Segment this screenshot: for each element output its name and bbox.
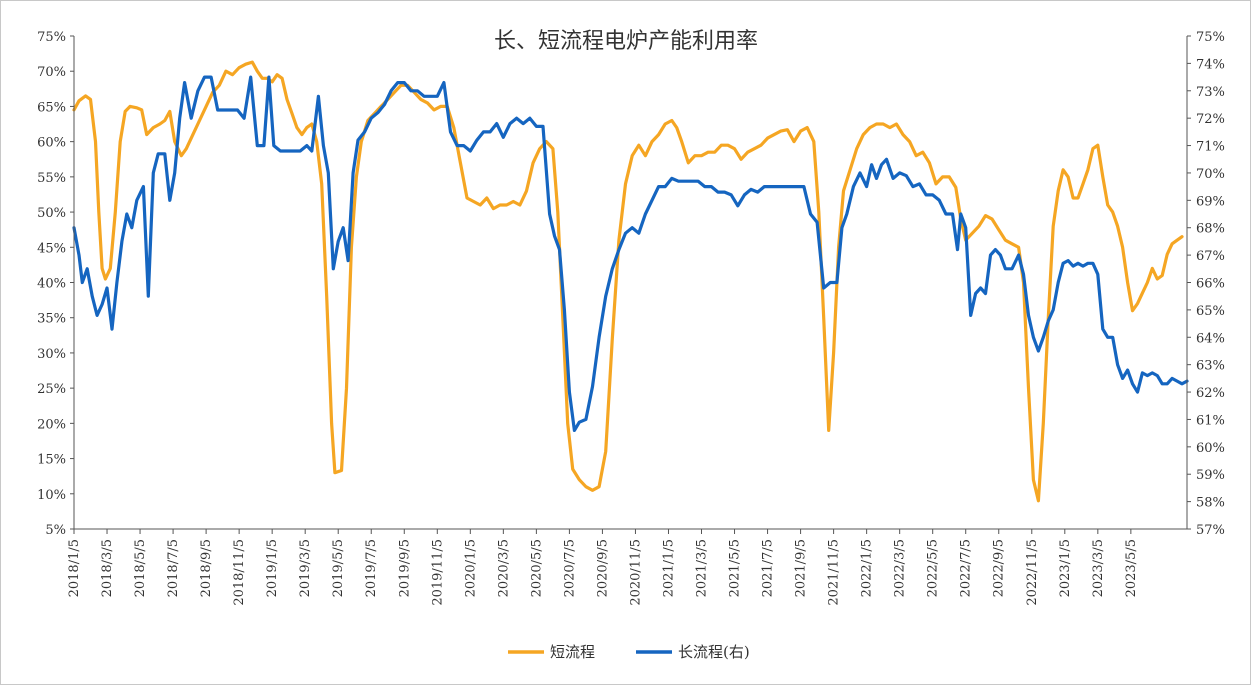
- right-tick-label: 66%: [1196, 277, 1225, 292]
- x-tick-label: 2019/9/5: [397, 539, 412, 597]
- x-tick-label: 2022/9/5: [992, 539, 1007, 597]
- x-tick-label: 2022/11/5: [1025, 539, 1040, 606]
- right-tick-label: 70%: [1196, 167, 1225, 182]
- series-line-long-process: [72, 75, 1189, 432]
- right-tick-label: 63%: [1196, 359, 1225, 374]
- x-tick-label: 2021/11/5: [827, 539, 842, 606]
- x-tick-label: 2020/1/5: [463, 539, 478, 597]
- right-tick-label: 74%: [1196, 57, 1225, 72]
- left-tick-label: 30%: [37, 347, 66, 362]
- chart-title: 长、短流程电炉产能利用率: [494, 29, 758, 54]
- right-tick-label: 72%: [1196, 112, 1225, 127]
- left-tick-label: 70%: [37, 65, 66, 80]
- left-tick-label: 50%: [37, 206, 66, 221]
- x-tick-label: 2022/1/5: [860, 539, 875, 597]
- right-tick-label: 65%: [1196, 304, 1225, 319]
- x-tick-label: 2022/7/5: [959, 539, 974, 597]
- right-tick-label: 61%: [1196, 413, 1225, 428]
- x-tick-label: 2018/11/5: [232, 539, 247, 606]
- right-tick-label: 62%: [1196, 386, 1225, 401]
- left-tick-label: 40%: [37, 277, 66, 292]
- x-axis: 2018/1/5 2018/3/5 2018/5/5 2018/7/5 2018/9/5…: [67, 528, 1187, 606]
- x-tick-label: 2020/7/5: [562, 539, 577, 597]
- right-tick-label: 73%: [1196, 85, 1225, 100]
- x-tick-label: 2021/7/5: [761, 539, 776, 597]
- series-line-short-process: [72, 60, 1184, 503]
- plot-area: [72, 60, 1189, 503]
- right-tick-label: 60%: [1196, 441, 1225, 456]
- x-tick-label: 2019/1/5: [265, 539, 280, 597]
- right-tick-label: 71%: [1196, 140, 1225, 155]
- x-tick-label: 2018/5/5: [133, 539, 148, 597]
- right-tick-label: 64%: [1196, 331, 1225, 346]
- left-tick-label: 75%: [37, 30, 66, 45]
- right-tick-label: 57%: [1196, 523, 1225, 538]
- left-tick-label: 25%: [37, 382, 66, 397]
- left-tick-label: 5%: [45, 523, 66, 538]
- x-tick-label: 2021/3/5: [695, 539, 710, 597]
- left-tick-label: 15%: [37, 453, 66, 468]
- right-tick-label: 59%: [1196, 468, 1225, 483]
- x-tick-label: 2021/9/5: [794, 539, 809, 597]
- x-tick-label: 2020/11/5: [628, 539, 643, 606]
- legend: 短流程 长流程(右): [508, 643, 750, 661]
- right-tick-label: 58%: [1196, 496, 1225, 511]
- left-tick-label: 45%: [37, 241, 66, 256]
- x-tick-label: 2023/1/5: [1058, 539, 1073, 597]
- right-tick-label: 69%: [1196, 194, 1225, 209]
- left-tick-label: 60%: [37, 136, 66, 151]
- x-tick-label: 2022/5/5: [926, 539, 941, 597]
- x-tick-label: 2020/5/5: [529, 539, 544, 597]
- left-tick-label: 65%: [37, 100, 66, 115]
- right-tick-label: 67%: [1196, 249, 1225, 264]
- legend-label: 长流程(右): [678, 643, 750, 661]
- right-axis: 57% 58% 59% 60% 61% 62% 63% 64% 65% 66% 67% 68% 69% 7…: [1186, 30, 1225, 538]
- x-tick-label: 2022/3/5: [893, 539, 908, 597]
- x-tick-label: 2018/3/5: [100, 539, 115, 597]
- right-tick-label: 75%: [1196, 30, 1225, 45]
- left-tick-label: 20%: [37, 417, 66, 432]
- legend-label: 短流程: [550, 643, 595, 661]
- x-tick-label: 2023/5/5: [1124, 539, 1139, 597]
- x-tick-label: 2019/11/5: [430, 539, 445, 606]
- right-tick-label: 68%: [1196, 222, 1225, 237]
- x-tick-label: 2023/3/5: [1091, 539, 1106, 597]
- x-tick-label: 2018/7/5: [166, 539, 181, 597]
- x-tick-label: 2018/1/5: [67, 539, 82, 597]
- x-tick-label: 2021/5/5: [728, 539, 743, 597]
- x-tick-label: 2020/9/5: [595, 539, 610, 597]
- x-tick-label: 2021/1/5: [661, 539, 676, 597]
- x-tick-label: 2019/3/5: [298, 539, 313, 597]
- x-tick-label: 2020/3/5: [496, 539, 511, 597]
- left-tick-label: 55%: [37, 171, 66, 186]
- x-tick-label: 2018/9/5: [199, 539, 214, 597]
- x-tick-label: 2019/7/5: [364, 539, 379, 597]
- left-tick-label: 10%: [37, 488, 66, 503]
- left-axis: 5% 10% 15% 20% 25% 30% 35% 40% 45% 50% 55% 60% 65% 70…: [37, 30, 75, 538]
- x-tick-label: 2019/5/5: [331, 539, 346, 597]
- left-tick-label: 35%: [37, 312, 66, 327]
